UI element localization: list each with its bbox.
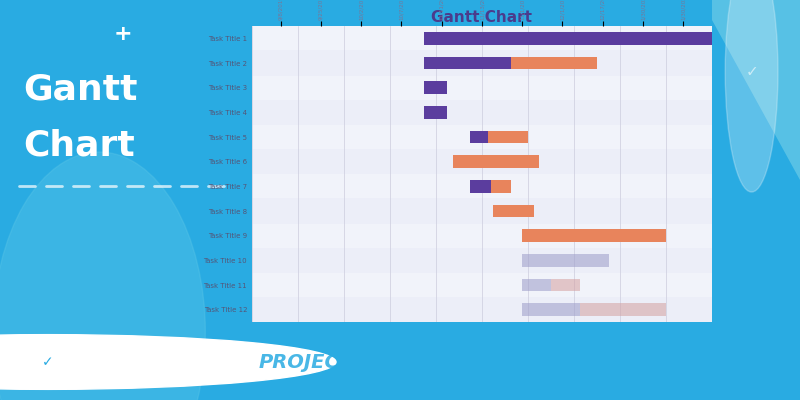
Text: ✓: ✓ [746,64,758,80]
Bar [252,125,712,149]
Text: ✓: ✓ [42,355,54,369]
Bar [522,254,609,267]
Bar [470,180,490,193]
Bar [425,32,741,45]
Bar [425,81,447,94]
Circle shape [726,0,778,192]
Bar [490,180,510,193]
Bar [580,303,666,316]
Bar [252,273,712,297]
Bar [522,278,551,292]
Bar [494,204,534,218]
Text: Gantt Chart: Gantt Chart [431,10,533,24]
Bar [425,106,447,119]
Bar [425,56,510,70]
Bar [252,76,712,100]
Bar [510,56,597,70]
Text: PROJECTPLANTEMPLATE.NET: PROJECTPLANTEMPLATE.NET [258,352,574,372]
Circle shape [0,152,206,400]
Polygon shape [712,0,800,180]
Bar [454,155,539,168]
Bar [252,224,712,248]
Bar [488,130,528,144]
Text: Gantt: Gantt [24,73,138,107]
Text: +: + [114,24,132,44]
Circle shape [0,335,336,389]
Bar [522,229,666,242]
Bar [252,26,712,50]
Bar [252,174,712,198]
Text: ⚡: ⚡ [64,357,72,367]
Text: Chart: Chart [24,129,135,163]
Bar [551,278,580,292]
Bar [522,303,580,316]
Bar [470,130,488,144]
